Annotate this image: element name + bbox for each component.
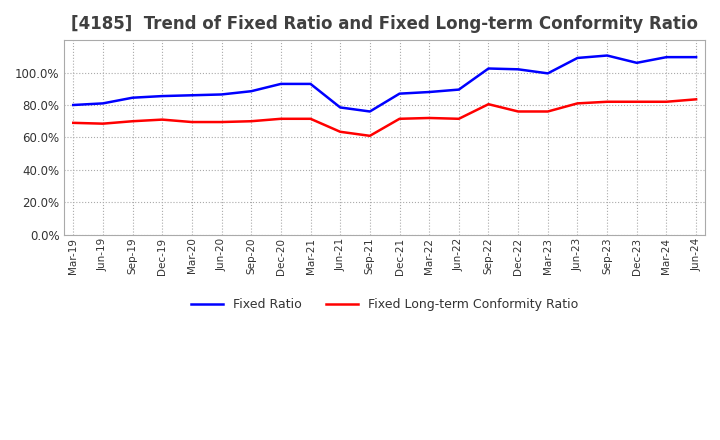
Fixed Ratio [217,92,226,97]
Fixed Long-term Conformity Ratio [454,116,463,121]
Fixed Ratio [336,105,344,110]
Fixed Ratio [484,66,492,71]
Fixed Ratio [128,95,137,100]
Fixed Long-term Conformity Ratio [544,109,552,114]
Fixed Long-term Conformity Ratio [276,116,285,121]
Fixed Long-term Conformity Ratio [662,99,671,104]
Fixed Ratio [188,93,197,98]
Title: [4185]  Trend of Fixed Ratio and Fixed Long-term Conformity Ratio: [4185] Trend of Fixed Ratio and Fixed Lo… [71,15,698,33]
Fixed Ratio [69,103,78,108]
Fixed Long-term Conformity Ratio [395,116,404,121]
Fixed Ratio [276,81,285,87]
Fixed Ratio [99,101,107,106]
Fixed Ratio [544,71,552,76]
Fixed Ratio [158,93,166,99]
Fixed Long-term Conformity Ratio [632,99,641,104]
Fixed Ratio [692,55,701,60]
Fixed Ratio [603,53,611,58]
Fixed Long-term Conformity Ratio [603,99,611,104]
Fixed Ratio [632,60,641,66]
Fixed Long-term Conformity Ratio [99,121,107,126]
Fixed Long-term Conformity Ratio [247,119,256,124]
Fixed Long-term Conformity Ratio [69,120,78,125]
Line: Fixed Long-term Conformity Ratio: Fixed Long-term Conformity Ratio [73,99,696,136]
Fixed Ratio [306,81,315,87]
Fixed Long-term Conformity Ratio [306,116,315,121]
Fixed Ratio [573,55,582,61]
Fixed Ratio [662,55,671,60]
Fixed Long-term Conformity Ratio [217,119,226,125]
Fixed Long-term Conformity Ratio [158,117,166,122]
Fixed Ratio [366,109,374,114]
Fixed Ratio [395,91,404,96]
Fixed Long-term Conformity Ratio [366,133,374,139]
Fixed Long-term Conformity Ratio [336,129,344,134]
Line: Fixed Ratio: Fixed Ratio [73,55,696,111]
Fixed Long-term Conformity Ratio [128,119,137,124]
Fixed Long-term Conformity Ratio [188,119,197,125]
Fixed Long-term Conformity Ratio [484,102,492,107]
Fixed Ratio [454,87,463,92]
Fixed Ratio [514,67,523,72]
Fixed Long-term Conformity Ratio [692,97,701,102]
Fixed Long-term Conformity Ratio [514,109,523,114]
Fixed Ratio [247,88,256,94]
Fixed Long-term Conformity Ratio [573,101,582,106]
Legend: Fixed Ratio, Fixed Long-term Conformity Ratio: Fixed Ratio, Fixed Long-term Conformity … [186,293,583,316]
Fixed Ratio [425,89,433,95]
Fixed Long-term Conformity Ratio [425,115,433,121]
